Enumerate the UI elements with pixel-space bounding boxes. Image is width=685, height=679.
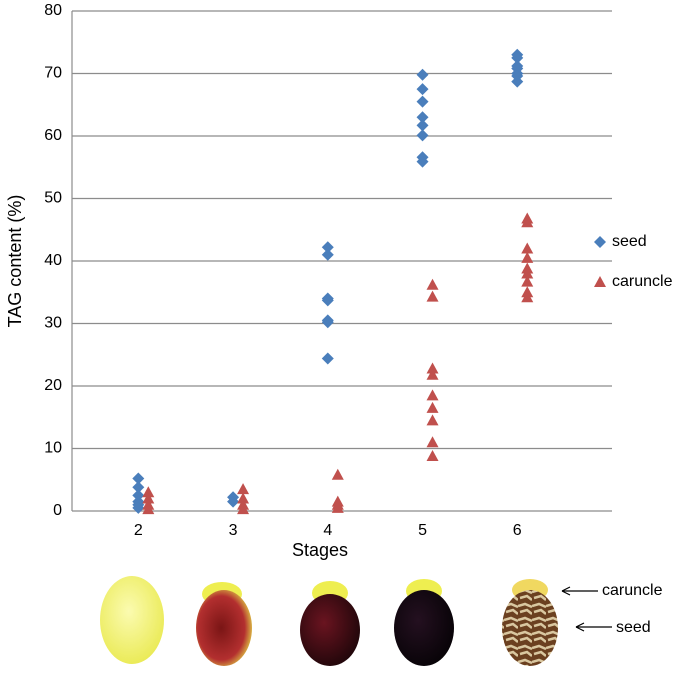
caruncle-point xyxy=(426,389,439,401)
photo-seed xyxy=(502,590,558,666)
seed-point xyxy=(321,316,334,329)
seed-point xyxy=(132,489,145,502)
photo-seed xyxy=(196,590,252,666)
y-tick-label: 30 xyxy=(44,315,62,332)
caruncle-point xyxy=(331,501,344,513)
caruncle-point xyxy=(237,492,250,504)
seed-point xyxy=(132,501,145,514)
x-tick-label: 5 xyxy=(418,522,427,539)
caruncle-point xyxy=(521,216,534,228)
x-tick-label: 2 xyxy=(134,522,143,539)
y-axis-label: TAG content (%) xyxy=(5,195,25,328)
seed-point xyxy=(416,95,429,108)
y-tick-label: 0 xyxy=(53,502,62,519)
legend-label: caruncle xyxy=(612,273,673,290)
caruncle-point xyxy=(142,486,155,498)
arrow-head xyxy=(561,586,571,596)
y-tick-label: 70 xyxy=(44,65,62,82)
caruncle-point xyxy=(426,401,439,413)
seed-point xyxy=(321,248,334,261)
y-tick-label: 60 xyxy=(44,127,62,144)
seed-point xyxy=(416,119,429,132)
caruncle-point xyxy=(237,483,250,495)
y-tick-label: 10 xyxy=(44,440,62,457)
seed-photos: caruncle seed xyxy=(100,576,663,666)
photo-seed xyxy=(300,594,360,666)
seed-point xyxy=(416,68,429,81)
seed-point xyxy=(132,472,145,485)
caruncle-point xyxy=(521,275,534,287)
photo-label: seed xyxy=(616,619,651,636)
legend-label: seed xyxy=(612,233,647,250)
seed-point xyxy=(416,83,429,96)
photo-seed xyxy=(100,576,164,664)
caruncle-point xyxy=(521,251,534,263)
seed-point xyxy=(321,294,334,307)
caruncle-point xyxy=(521,267,534,279)
caruncle-point xyxy=(426,436,439,448)
seed-point xyxy=(416,155,429,168)
caruncle-point xyxy=(426,278,439,290)
photo-label: caruncle xyxy=(602,582,663,599)
arrow-head xyxy=(575,622,585,632)
x-tick-label: 6 xyxy=(513,522,522,539)
seed-point xyxy=(511,51,524,64)
seed-point xyxy=(511,75,524,88)
caruncle-point xyxy=(331,468,344,480)
caruncle-point xyxy=(426,368,439,380)
caruncle-point xyxy=(142,492,155,504)
seed-point xyxy=(227,495,240,508)
caruncle-point xyxy=(521,291,534,303)
photo-seed xyxy=(394,590,454,666)
x-axis-label: Stages xyxy=(292,540,348,560)
caruncle-point xyxy=(594,276,606,287)
caruncle-point xyxy=(237,503,250,515)
x-tick-label: 3 xyxy=(229,522,238,539)
y-tick-label: 20 xyxy=(44,377,62,394)
y-tick-label: 80 xyxy=(44,2,62,19)
seed-point xyxy=(132,481,145,494)
seed-point xyxy=(321,352,334,365)
caruncle-point xyxy=(426,290,439,302)
caruncle-point xyxy=(426,362,439,374)
caruncle-point xyxy=(426,414,439,426)
seed-point xyxy=(416,111,429,124)
seed-point xyxy=(321,241,334,254)
caruncle-point xyxy=(521,242,534,254)
seed-point xyxy=(416,129,429,142)
y-tick-label: 50 xyxy=(44,190,62,207)
x-tick-label: 4 xyxy=(323,522,332,539)
y-tick-label: 40 xyxy=(44,252,62,269)
caruncle-point xyxy=(142,503,155,515)
caruncle-point xyxy=(426,450,439,461)
seed-point xyxy=(594,236,606,248)
